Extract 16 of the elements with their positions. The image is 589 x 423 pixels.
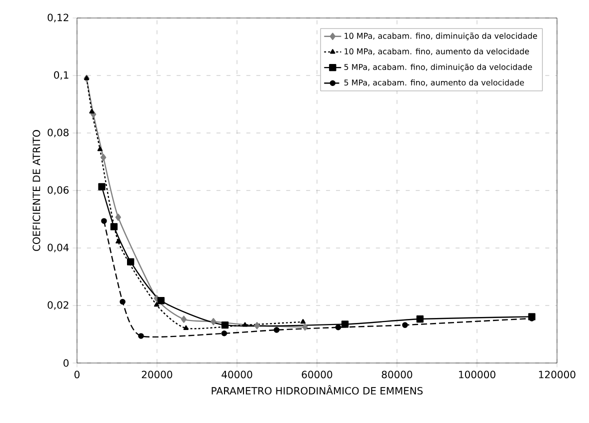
x-tick-label: 40000 (222, 370, 252, 378)
y-tick-label: 0,04 (48, 244, 69, 252)
y-tick-label: 0,02 (48, 301, 68, 310)
y-tick-label: 0,12 (48, 14, 68, 22)
x-tick-label: 60000 (302, 370, 332, 378)
y-tick-label: 0,08 (48, 128, 69, 138)
x-tick-label: 100000 (459, 370, 496, 378)
x-tick-label: 0 (74, 370, 80, 378)
x-tick-label: 80000 (382, 370, 412, 378)
y-tick-label: 0 (64, 359, 69, 367)
y-axis-title: COEFICIENTE DE ATRITO (32, 130, 40, 251)
y-tick-label: 0,1 (54, 71, 68, 80)
x-axis-title: PARAMETRO HIDRODINÂMICO DE EMMENS (212, 385, 423, 395)
x-tick-label: 20000 (142, 370, 172, 378)
y-tick-label: 0,06 (48, 186, 69, 195)
x-tick-label: 120000 (539, 370, 576, 378)
